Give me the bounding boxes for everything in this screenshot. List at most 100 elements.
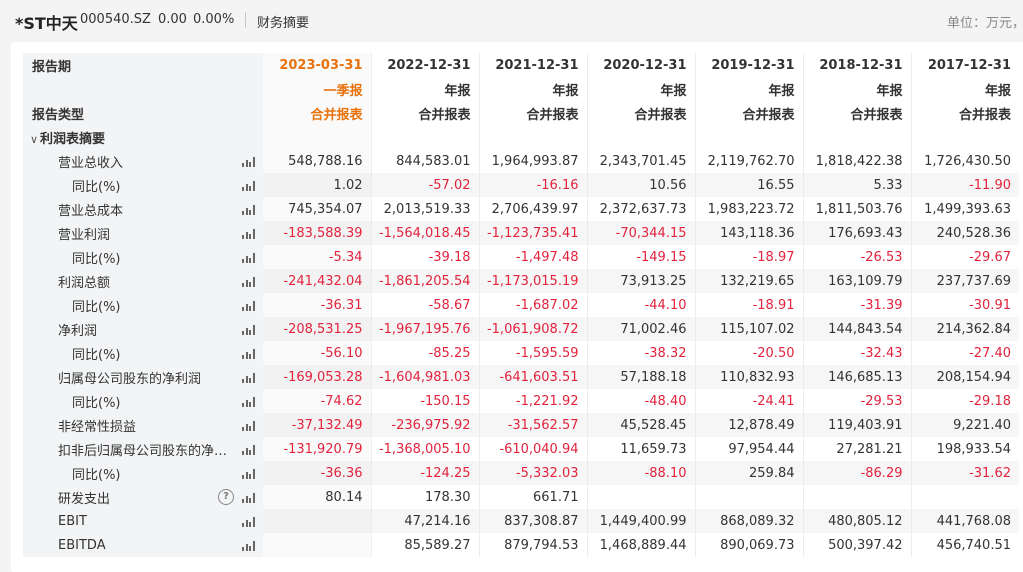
value-cell: -27.40 (969, 345, 1011, 361)
value-cell: 16.55 (695, 173, 804, 197)
bar-chart-icon[interactable] (242, 540, 255, 551)
value-cell (695, 485, 804, 509)
row-label-cell: 利润总额 (23, 269, 263, 293)
value-cell: 110,832.93 (695, 365, 804, 389)
section-row-income-statement[interactable]: ∨ 利润表摘要 (23, 125, 1019, 149)
value-cell: -26.53 (803, 245, 912, 269)
bar-chart-icon[interactable] (242, 228, 255, 239)
metric-row: 研发支出? 80.14 178.30 661.71 (23, 485, 1019, 509)
value-cell: 1,964,993.87 (479, 149, 588, 173)
column-header-report: 年报 (984, 83, 1011, 99)
column-header-type: 合并报表 (695, 101, 804, 125)
value-cell: -149.15 (587, 245, 696, 269)
row-label: 同比(%) (72, 347, 121, 363)
table-cell (479, 125, 588, 149)
value-cell: -31.39 (803, 293, 912, 317)
row-label-cell (23, 77, 263, 101)
bar-chart-icon[interactable] (242, 348, 255, 359)
value-cell: -1,368,005.10 (371, 437, 480, 461)
value-cell: 745,354.07 (263, 197, 372, 221)
row-label: 同比(%) (72, 179, 121, 195)
value-cell: -1,604,981.03 (371, 365, 480, 389)
value-cell: 2,013,519.33 (371, 197, 480, 221)
section-label-cell[interactable]: ∨ 利润表摘要 (23, 125, 263, 149)
value-cell: 661.71 (479, 485, 588, 509)
bar-chart-icon[interactable] (242, 204, 255, 215)
unit-label: 单位：万元， (947, 16, 1023, 31)
value-cell: -24.41 (695, 389, 804, 413)
column-header-date: 2020-12-31 (587, 53, 696, 77)
value-cell: -1,221.92 (479, 389, 588, 413)
yoy-row: 同比(%) -74.62 -150.15 -1,221.92 -48.40 -24.41-… (23, 389, 1019, 413)
row-label-cell: 同比(%) (23, 293, 263, 317)
value-cell: 5.33 (803, 173, 912, 197)
period-header-row: 报告期 2023-03-31 2022-12-31 2021-12-31 2020-12… (23, 53, 1019, 77)
value-cell: -11.90 (911, 173, 1019, 197)
bar-chart-icon[interactable] (242, 324, 255, 335)
bar-chart-icon[interactable] (242, 180, 255, 191)
value-cell: 890,069.73 (695, 533, 804, 557)
value-cell (911, 485, 1019, 509)
value-cell: -241,432.04 (263, 269, 372, 293)
value-cell: 47,214.16 (371, 509, 480, 533)
value-cell: -641,603.51 (479, 365, 588, 389)
value-cell: 9,221.40 (911, 413, 1019, 437)
bar-chart-icon[interactable] (242, 300, 255, 311)
column-header-date: 2021-12-31 (479, 53, 588, 77)
bar-chart-icon[interactable] (242, 372, 255, 383)
value-cell: -85.25 (371, 341, 480, 365)
bar-chart-icon[interactable] (242, 420, 255, 431)
value-cell: -29.53 (803, 389, 912, 413)
row-label-cell: 营业总成本 (23, 197, 263, 221)
bar-chart-icon[interactable] (242, 444, 255, 455)
bar-chart-icon[interactable] (242, 468, 255, 479)
value-cell: -1,123,735.41 (479, 221, 588, 245)
stock-change-pct: 0.00% (193, 12, 235, 27)
value-cell: -70,344.15 (587, 221, 696, 245)
value-cell: -124.25 (371, 461, 480, 485)
section-label[interactable]: ∨ 利润表摘要 (23, 132, 105, 147)
bar-chart-icon[interactable] (242, 156, 255, 167)
metric-row: 扣非后归属母公司股东的净利... -131,920.79 -1,368,005.10… (23, 437, 1019, 461)
value-cell (263, 509, 372, 533)
value-cell: 240,528.36 (911, 221, 1019, 245)
value-cell: 2,372,637.73 (587, 197, 696, 221)
value-cell: -16.16 (479, 173, 588, 197)
help-icon[interactable]: ? (218, 489, 234, 505)
column-header-report: 年报 (371, 77, 480, 101)
value-cell: -18.97 (695, 245, 804, 269)
value-cell: -20.50 (695, 341, 804, 365)
metric-row: 营业总成本 745,354.07 2,013,519.33 2,706,439.97 2… (23, 197, 1019, 221)
yoy-row: 同比(%) -5.34 -39.18 -1,497.48 -149.15 -18.97 -2… (23, 245, 1019, 269)
bar-chart-icon[interactable] (242, 492, 255, 503)
value-cell: -236,975.92 (371, 413, 480, 437)
bar-chart-icon[interactable] (242, 276, 255, 287)
financial-summary-table: 报告期 2023-03-31 2022-12-31 2021-12-31 2020-12… (23, 53, 1019, 557)
table-cell (911, 125, 1019, 149)
bar-chart-icon[interactable] (242, 516, 255, 527)
row-label-cell: 同比(%) (23, 245, 263, 269)
value-cell: 1,726,430.50 (924, 153, 1011, 169)
stock-code: 000540.SZ (80, 12, 151, 27)
row-label-cell: 同比(%) (23, 341, 263, 365)
value-cell: 71,002.46 (587, 317, 696, 341)
metric-row: 利润总额 -241,432.04 -1,861,205.54 -1,173,015.1… (23, 269, 1019, 293)
value-cell: 1,818,422.38 (803, 149, 912, 173)
value-cell: 441,768.08 (911, 509, 1019, 533)
value-cell: -32.43 (803, 341, 912, 365)
section-title-text: 利润表摘要 (40, 131, 106, 147)
value-cell (803, 485, 912, 509)
row-label: 净利润 (58, 323, 98, 339)
yoy-row: 同比(%) -36.36 -124.25 -5,332.03 -88.10 259.84-… (23, 461, 1019, 485)
row-label-cell: 同比(%) (23, 461, 263, 485)
row-label-cell: 扣非后归属母公司股东的净利... (23, 437, 263, 461)
bar-chart-icon[interactable] (242, 252, 255, 263)
value-cell: 132,219.65 (695, 269, 804, 293)
value-cell: 97,954.44 (695, 437, 804, 461)
value-cell: -1,497.48 (479, 245, 588, 269)
chevron-down-icon[interactable]: ∨ (30, 132, 39, 146)
metric-row: 营业总收入 548,788.16 844,583.01 1,964,993.87 2,3… (23, 149, 1019, 173)
row-label: 同比(%) (72, 299, 121, 315)
bar-chart-icon[interactable] (242, 396, 255, 407)
row-label: 营业利润 (58, 227, 111, 243)
